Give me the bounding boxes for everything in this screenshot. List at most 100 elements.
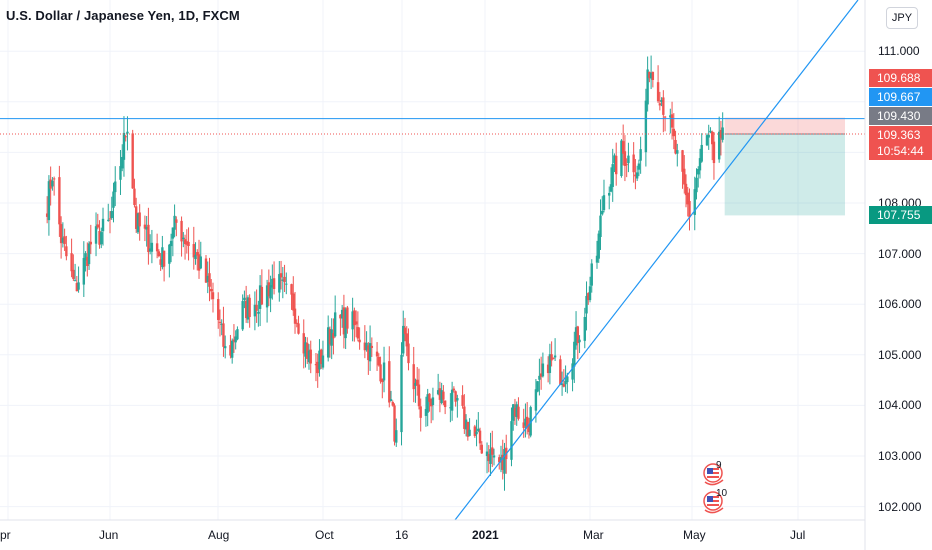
candle-up	[258, 285, 262, 309]
candle-up	[608, 192, 611, 196]
economic-event-us[interactable]: 9	[702, 460, 728, 488]
candle-up	[578, 339, 581, 343]
candle-down	[416, 379, 419, 386]
flag-us-icon	[703, 463, 724, 486]
trend-line[interactable]	[454, 0, 859, 521]
candle-down	[65, 246, 68, 257]
candle-up	[639, 149, 642, 161]
candle-up	[541, 363, 545, 377]
position-zones[interactable]	[724, 117, 845, 216]
candle-down	[466, 421, 470, 437]
stop-loss-zone[interactable]	[724, 117, 845, 135]
candle-down	[546, 364, 550, 374]
candle-down	[648, 71, 651, 79]
candle-up	[351, 311, 354, 330]
economic-event-us[interactable]: 10	[702, 488, 728, 516]
candle-up	[707, 134, 710, 138]
candle-down	[143, 224, 147, 229]
candle-down	[354, 321, 358, 325]
drawing-lines[interactable]	[0, 0, 865, 521]
candle-up	[644, 100, 648, 153]
candle-down	[72, 269, 75, 279]
candle-down	[525, 416, 529, 428]
candle-up	[676, 150, 679, 154]
candle-up	[424, 408, 428, 416]
candle-up	[126, 131, 129, 134]
candle-up	[326, 327, 330, 358]
candle-down	[498, 457, 501, 463]
candle-up	[285, 283, 288, 285]
candle-up	[161, 247, 164, 268]
candle-down	[501, 454, 504, 470]
candle-down	[302, 333, 305, 354]
candle-down	[162, 250, 166, 267]
candle-down	[211, 292, 215, 300]
candle-up	[257, 311, 260, 314]
candle-up	[224, 346, 227, 349]
candle-down	[405, 333, 408, 347]
time-tick-label: Jul	[790, 528, 806, 542]
price-tick-label: 102.000	[878, 499, 922, 514]
candle-down	[98, 231, 101, 245]
candle-down	[623, 151, 627, 166]
candle-down	[634, 174, 637, 177]
time-tick-label: 16	[395, 528, 409, 542]
currency-button[interactable]: JPY	[886, 7, 918, 29]
candle-down	[412, 364, 415, 390]
candle-down	[473, 426, 477, 436]
candle-down	[452, 388, 456, 391]
candle-down	[63, 236, 66, 244]
candle-up	[512, 404, 515, 421]
candle-up	[236, 329, 239, 340]
time-tick-label: May	[683, 528, 706, 542]
candle-up	[220, 323, 223, 325]
candle-up	[571, 363, 574, 380]
candle-up	[330, 329, 333, 346]
take-profit-zone[interactable]	[724, 134, 845, 216]
candle-up	[590, 263, 593, 286]
price-label-value: 109.363	[877, 128, 921, 142]
candle-down	[192, 244, 195, 258]
price-label: 107.755	[869, 206, 932, 224]
candle-down	[339, 314, 342, 319]
candle-down	[49, 179, 52, 189]
candle-up	[94, 226, 98, 244]
candle-up	[611, 164, 614, 187]
candle-down	[684, 183, 688, 196]
candle-down	[403, 327, 407, 335]
candle-up	[574, 327, 578, 346]
candle-down	[615, 155, 618, 175]
candle-down	[248, 297, 251, 317]
candle-up	[709, 130, 712, 133]
candle-up	[234, 336, 237, 343]
candle-up	[77, 282, 80, 290]
candle-up	[365, 342, 368, 350]
candle-down	[159, 259, 162, 265]
candle-down	[513, 408, 517, 417]
candle-down	[681, 150, 684, 172]
candle-down	[517, 406, 520, 419]
candle-up	[436, 390, 440, 395]
candle-up	[697, 168, 700, 175]
candle-up	[246, 297, 250, 320]
candle-up	[693, 189, 696, 215]
candle-down	[89, 241, 92, 245]
event-count: 10	[716, 488, 728, 499]
candle-down	[487, 454, 490, 462]
candle-down	[187, 241, 190, 247]
chart-title: U.S. Dollar / Japanese Yen, 1D, FXCM	[6, 8, 240, 23]
candle-down	[197, 254, 201, 271]
price-tick-label: 111.000	[878, 44, 920, 59]
candle-up	[182, 237, 185, 240]
candle-up	[601, 210, 604, 215]
price-label: 109.430	[869, 107, 932, 125]
candle-down	[656, 82, 660, 102]
candle-up	[599, 215, 602, 238]
candle-down	[443, 400, 447, 408]
candle-down	[621, 141, 625, 154]
candle-up	[464, 419, 468, 430]
candle-up	[136, 213, 140, 233]
candle-down	[559, 359, 562, 385]
candle-up	[114, 181, 117, 193]
